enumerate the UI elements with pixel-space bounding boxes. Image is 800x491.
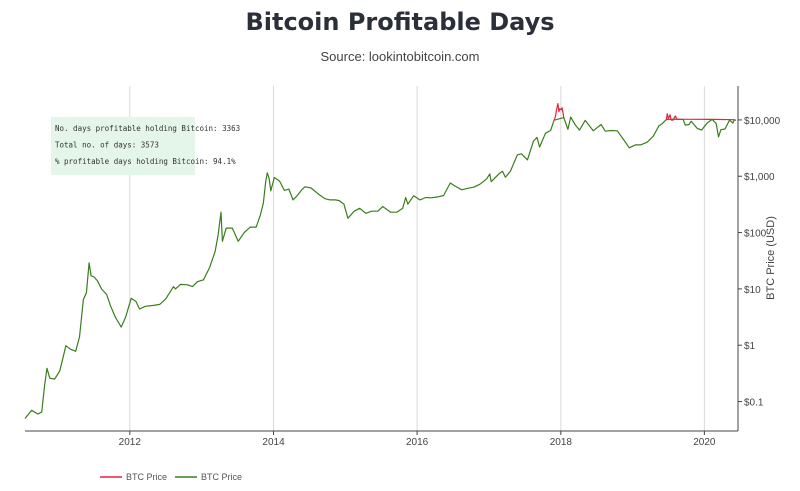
- x-tick-label: 2016: [406, 437, 429, 448]
- y-tick-label: $100: [744, 229, 767, 240]
- y-tick-label: $10,000: [744, 116, 781, 127]
- y-tick-label: $0.1: [744, 398, 764, 409]
- y-tick-label: $10: [744, 285, 761, 296]
- stats-annotation-line: % profitable days holding Bitcoin: 94.1%: [55, 157, 236, 166]
- chart-title: Bitcoin Profitable Days: [245, 8, 555, 36]
- x-tick-label: 2014: [262, 437, 285, 448]
- series-line-red: [553, 103, 735, 121]
- chart-subtitle: Source: lookintobitcoin.com: [320, 49, 480, 64]
- legend-label[interactable]: BTC Price: [201, 472, 242, 482]
- y-axis-title: BTC Price (USD): [765, 216, 777, 300]
- x-tick-label: 2012: [119, 437, 142, 448]
- legend-label[interactable]: BTC Price: [126, 472, 167, 482]
- stats-annotation-line: Total no. of days: 3573: [55, 141, 159, 150]
- y-tick-label: $1,000: [744, 172, 775, 183]
- series-line-green: [24, 116, 737, 419]
- stats-annotation-box: [51, 117, 195, 175]
- x-tick-label: 2020: [693, 437, 716, 448]
- x-tick-label: 2018: [550, 437, 573, 448]
- stats-annotation-line: No. days profitable holding Bitcoin: 336…: [55, 124, 240, 133]
- y-tick-label: $1: [744, 341, 756, 352]
